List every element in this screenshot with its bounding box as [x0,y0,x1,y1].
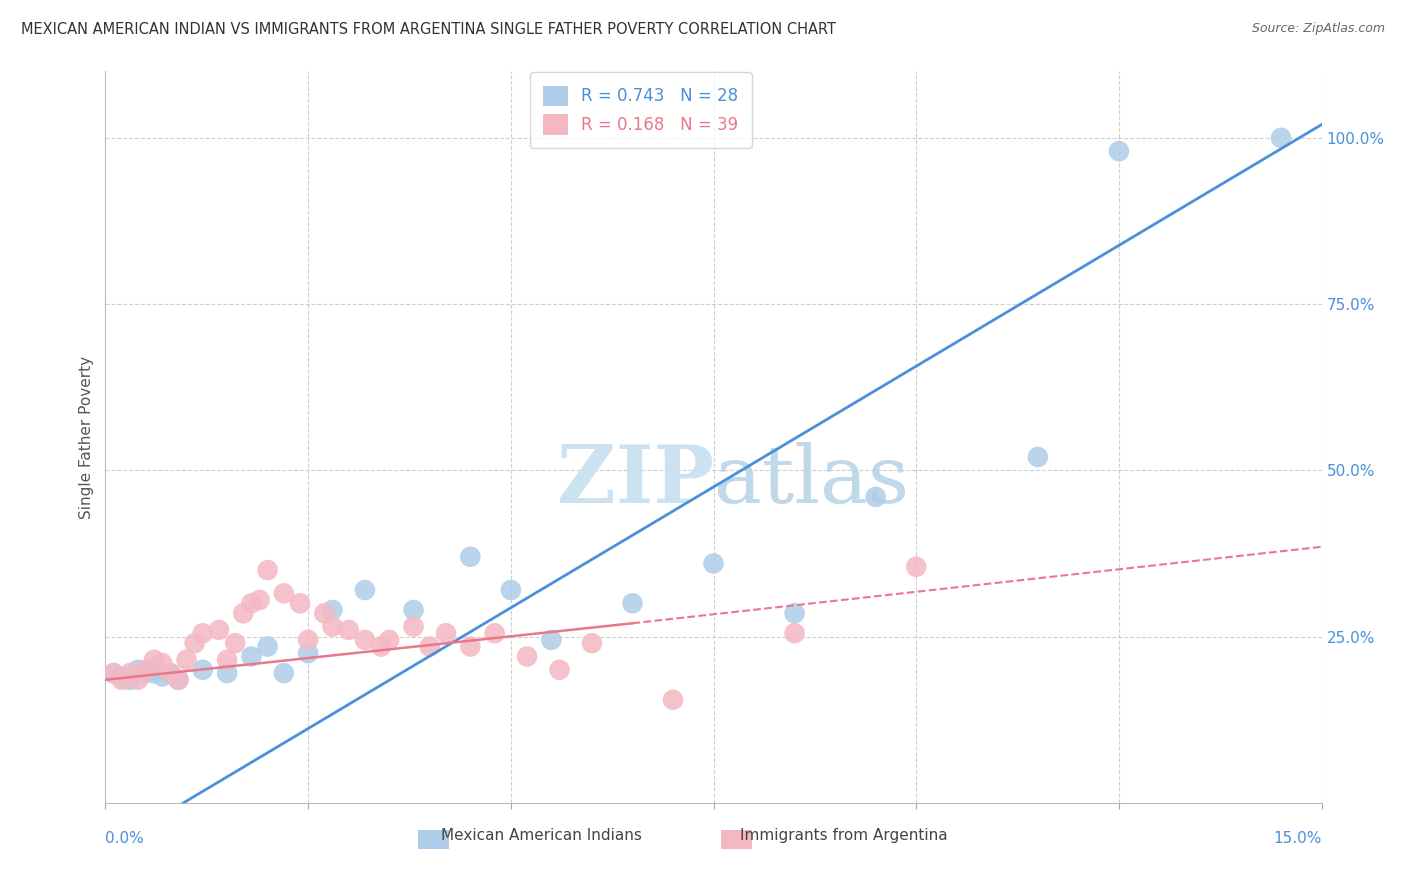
Point [167,673,190,687]
Text: 0.0%: 0.0% [105,831,145,846]
Point [167,673,190,687]
Point [434,626,457,640]
Point [240,596,263,610]
Point [516,649,538,664]
Point [256,640,278,654]
Text: Mexican American Indians: Mexican American Indians [441,828,641,843]
Point [191,626,214,640]
Point [402,603,425,617]
Y-axis label: Single Father Poverty: Single Father Poverty [79,356,94,518]
Point [419,640,441,654]
Point [224,636,246,650]
Point [458,640,481,654]
Point [150,669,173,683]
Point [321,603,343,617]
Point [702,557,725,571]
Point [540,632,562,647]
Point [143,653,166,667]
Legend: R = 0.743   N = 28, R = 0.168   N = 39: R = 0.743 N = 28, R = 0.168 N = 39 [530,72,752,148]
Point [905,559,928,574]
Point [159,666,181,681]
Point [150,656,173,670]
Point [256,563,278,577]
Point [135,663,157,677]
Point [143,666,166,681]
Point [297,632,319,647]
Point [458,549,481,564]
Point [297,646,319,660]
Point [127,663,149,677]
Point [208,623,231,637]
Point [354,632,377,647]
Point [183,636,205,650]
Point [103,666,125,681]
Text: MEXICAN AMERICAN INDIAN VS IMMIGRANTS FROM ARGENTINA SINGLE FATHER POVERTY CORRE: MEXICAN AMERICAN INDIAN VS IMMIGRANTS FR… [21,22,837,37]
Point [337,623,360,637]
Point [217,666,239,681]
Point [1108,144,1130,158]
Text: Immigrants from Argentina: Immigrants from Argentina [740,828,948,843]
Point [581,636,603,650]
Point [402,619,425,633]
Point [217,653,239,667]
Point [135,666,157,681]
Text: Source: ZipAtlas.com: Source: ZipAtlas.com [1251,22,1385,36]
Point [249,593,271,607]
Point [240,649,263,664]
Point [127,673,149,687]
Point [865,490,887,504]
Point [378,632,401,647]
Point [621,596,644,610]
Text: 15.0%: 15.0% [1274,831,1322,846]
Point [783,626,806,640]
Point [1026,450,1049,464]
Point [1270,131,1292,145]
Point [354,582,377,597]
Point [783,607,806,621]
Point [370,640,392,654]
Point [499,582,522,597]
Text: atlas: atlas [713,442,908,520]
Point [484,626,506,640]
Point [273,586,295,600]
Point [111,669,134,683]
Point [103,666,125,681]
Point [176,653,198,667]
Point [232,607,254,621]
Point [111,673,134,687]
Point [662,692,685,706]
Point [321,619,343,633]
Point [191,663,214,677]
Point [118,673,141,687]
Point [159,666,181,681]
Point [314,607,336,621]
Point [273,666,295,681]
Point [288,596,311,610]
Point [118,666,141,681]
Point [548,663,571,677]
Text: ZIP: ZIP [557,442,713,520]
